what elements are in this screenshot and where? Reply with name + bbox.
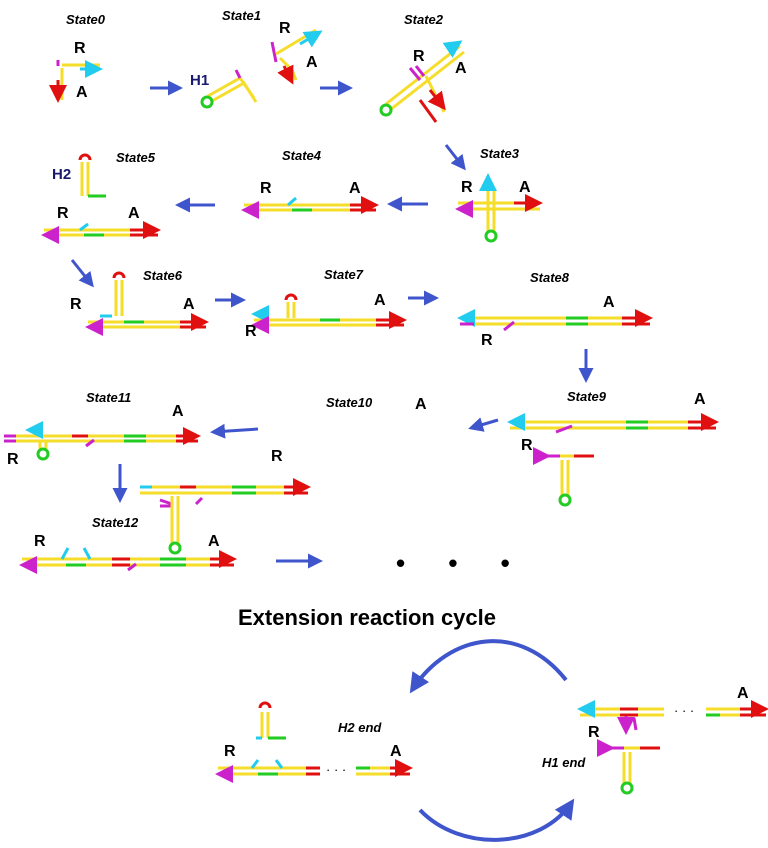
- state9-complex: [507, 413, 719, 507]
- r-label: R: [245, 323, 257, 340]
- state6-label: State6: [143, 268, 183, 283]
- state10-label: State10: [326, 395, 373, 410]
- state2-complex: [379, 40, 465, 123]
- state0-label: State0: [66, 12, 106, 27]
- state1-complex: [200, 28, 323, 109]
- a-label: A: [603, 294, 615, 311]
- a-label: A: [306, 54, 318, 71]
- h2-label: H2: [52, 166, 72, 183]
- flow-arrow: [444, 144, 466, 171]
- state4-label: State4: [282, 148, 322, 163]
- h1-end-label: H1 end: [542, 755, 586, 770]
- a-label: A: [374, 292, 386, 309]
- r-label: R: [260, 180, 272, 197]
- state0-complex: [49, 60, 103, 103]
- state7-complex: [251, 293, 407, 334]
- a-label: A: [349, 180, 361, 197]
- a-label: A: [172, 403, 184, 420]
- r-label: R: [224, 743, 236, 760]
- state8-complex: [457, 309, 653, 332]
- state9-label: State9: [567, 389, 607, 404]
- a-label: A: [208, 533, 220, 550]
- r-label: R: [279, 20, 291, 37]
- r-label: R: [271, 448, 283, 465]
- r-label: R: [461, 179, 473, 196]
- state8-label: State8: [530, 270, 570, 285]
- small-ellipsis: · · ·: [326, 762, 347, 777]
- continuation-ellipsis: • • •: [396, 548, 528, 578]
- flow-arrow: [210, 423, 259, 439]
- state1-label: State1: [222, 8, 262, 23]
- flow-arrow: [70, 259, 94, 288]
- state12-label: State12: [92, 515, 139, 530]
- a-label: A: [415, 396, 427, 413]
- a-label: A: [455, 60, 467, 77]
- r-label: R: [7, 451, 19, 468]
- state5-complex: [41, 153, 161, 244]
- r-label: R: [74, 40, 86, 57]
- cycle-title: Extension reaction cycle: [238, 605, 496, 630]
- r-label: R: [70, 296, 82, 313]
- cycle-arrow-top: [409, 639, 568, 694]
- state5-label: State5: [116, 150, 156, 165]
- cycle-arrow-bottom: [418, 798, 575, 842]
- a-label: A: [183, 296, 195, 313]
- r-label: R: [481, 332, 493, 349]
- a-label: A: [76, 84, 88, 101]
- state2-label: State2: [404, 12, 444, 27]
- flow-arrow: [468, 417, 499, 432]
- state11-label: State11: [86, 390, 132, 405]
- r-label: R: [588, 724, 600, 741]
- state4-complex: [241, 196, 379, 219]
- small-ellipsis: · · ·: [674, 703, 695, 718]
- flow-arrows: [70, 80, 594, 569]
- a-label: A: [519, 179, 531, 196]
- a-label: A: [128, 205, 140, 222]
- r-label: R: [34, 533, 46, 550]
- h2-end-label: H2 end: [338, 720, 382, 735]
- state7-label: State7: [324, 267, 364, 282]
- state11-complex: [4, 421, 201, 461]
- a-label: A: [694, 391, 706, 408]
- state3-label: State3: [480, 146, 520, 161]
- state6-complex: [85, 271, 209, 336]
- state12-complex: [19, 478, 311, 574]
- h1-label: H1: [190, 72, 210, 89]
- r-label: R: [57, 205, 69, 222]
- r-label: R: [413, 48, 425, 65]
- a-label: A: [737, 685, 749, 702]
- h2-end-complex: [215, 701, 413, 783]
- r-label: R: [521, 437, 533, 454]
- state3-complex: [455, 173, 543, 243]
- a-label: A: [390, 743, 402, 760]
- cycle-arrows: [409, 639, 575, 842]
- h1-end-complex: [577, 700, 768, 795]
